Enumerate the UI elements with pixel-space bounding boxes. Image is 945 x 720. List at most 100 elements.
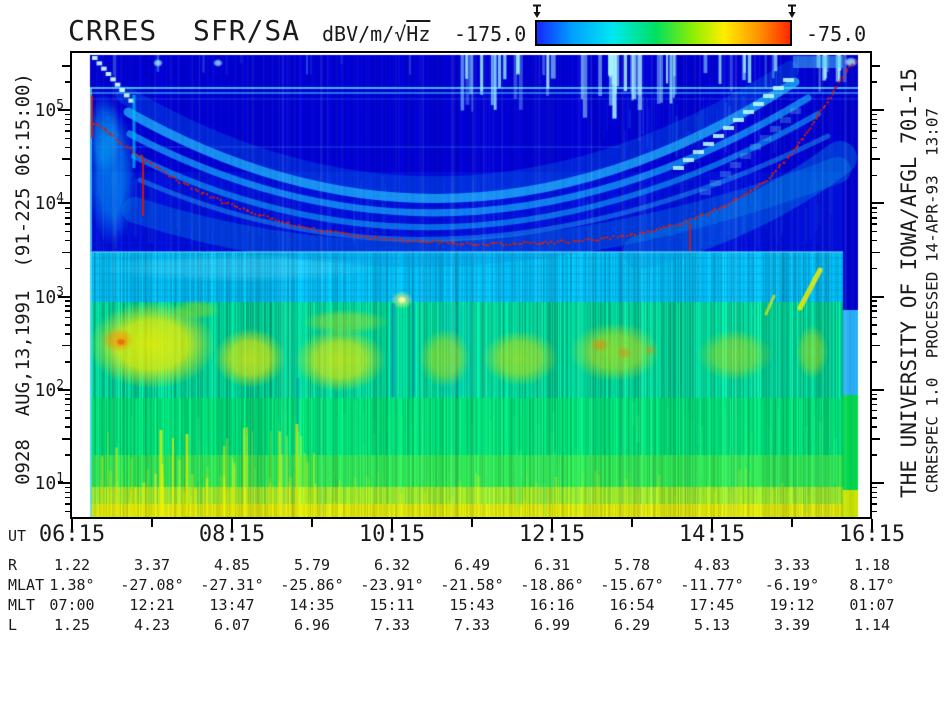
y-axis-tick-label: 103 [34, 284, 64, 308]
y-axis-minor-tick [65, 223, 70, 225]
ephemeris-value: 5.78 [613, 556, 651, 574]
y-axis-minor-tick [872, 324, 877, 326]
y-axis-minor-tick [65, 239, 70, 242]
y-axis-minor-tick [872, 417, 877, 419]
colorbar-units-label: dBV/m/√Hz [322, 22, 430, 46]
y-axis-minor-tick [65, 454, 70, 456]
y-axis-minor-tick [872, 486, 877, 489]
y-axis-tick-label: 104 [34, 191, 64, 215]
y-axis-minor-tick [65, 130, 70, 132]
ephemeris-value: -18.86° [520, 576, 584, 594]
units-prefix: dBV/m/ [322, 22, 395, 46]
y-axis-minor-tick [872, 211, 877, 214]
y-axis-minor-tick [872, 310, 877, 312]
ephemeris-value: 1.38° [49, 576, 95, 594]
credit-university-label: THE UNIVERSITY OF IOWA/AFGL 701-15 [897, 68, 921, 498]
y-axis-minor-tick [872, 174, 877, 177]
ephemeris-value: 4.83 [693, 556, 731, 574]
ephemeris-value: 4.85 [213, 556, 251, 574]
y-axis-minor-tick [65, 305, 70, 307]
y-axis-minor-tick [872, 137, 877, 140]
ephemeris-value: -21.58° [440, 576, 504, 594]
units-radicand: Hz [406, 22, 431, 46]
ephemeris-value: 6.49 [453, 556, 491, 574]
ephemeris-value: 15:43 [449, 596, 495, 614]
y-axis-minor-tick [872, 81, 877, 83]
colorbar-range-marker-right-icon [788, 4, 796, 18]
y-axis-tick-label: 101 [34, 471, 64, 494]
ephemeris-value: 1.14 [853, 616, 891, 634]
ephemeris-value: 6.31 [533, 556, 571, 574]
y-axis-minor-tick [872, 239, 877, 242]
x-axis-tick [71, 519, 73, 531]
y-axis-minor-tick [62, 344, 70, 347]
x-axis-tick-label: 06:15 [38, 522, 106, 547]
x-axis-tick [711, 519, 713, 531]
x-axis-tick-label: 08:15 [198, 522, 266, 547]
spectrogram-canvas [72, 53, 870, 517]
ephemeris-value: -27.31° [200, 576, 264, 594]
y-axis-minor-tick [62, 438, 70, 440]
y-axis-minor-tick [65, 491, 70, 494]
y-axis-major-tick [58, 295, 70, 298]
ephemeris-value: -11.77° [680, 576, 744, 594]
y-axis-minor-tick [65, 403, 70, 406]
y-axis-minor-tick [872, 491, 877, 494]
radical-sign: √ [394, 22, 407, 46]
ephemeris-value: 12:21 [129, 596, 175, 614]
y-axis-minor-tick [65, 361, 70, 363]
ephemeris-value: 13:47 [209, 596, 255, 614]
y-axis-minor-tick [65, 146, 70, 149]
x-axis-tick [311, 519, 313, 527]
ephemeris-value: 3.33 [773, 556, 811, 574]
y-axis-minor-tick [65, 174, 70, 177]
y-axis-minor-tick [872, 496, 877, 499]
colorbar-max-label: -75.0 [806, 22, 867, 46]
y-axis-minor-tick [65, 300, 70, 302]
ephemeris-row-label: L [8, 616, 18, 634]
ephemeris-row-label: R [8, 556, 18, 574]
y-axis-minor-tick [872, 510, 877, 513]
ephemeris-value: 6.29 [613, 616, 651, 634]
ephemeris-value: 8.17° [849, 576, 895, 594]
y-axis-major-tick [58, 482, 70, 484]
y-axis-minor-tick [65, 81, 70, 83]
ephemeris-value: 07:00 [49, 596, 95, 614]
y-axis-minor-tick [872, 438, 880, 440]
ephemeris-value: -27.08° [120, 576, 184, 594]
ephemeris-value: 1.18 [853, 556, 891, 574]
y-axis-minor-tick [872, 361, 877, 363]
y-axis-minor-tick [65, 503, 70, 505]
ephemeris-value: 3.37 [133, 556, 171, 574]
y-axis-minor-tick [872, 251, 880, 253]
x-axis-tick [391, 519, 393, 531]
ephemeris-value: 01:07 [849, 596, 895, 614]
x-axis-tick [551, 519, 553, 531]
y-axis-minor-tick [872, 454, 877, 456]
x-axis-tick [791, 519, 793, 527]
y-axis-minor-tick [65, 324, 70, 326]
y-axis-major-tick [872, 295, 884, 298]
ephemeris-value: -23.91° [360, 576, 424, 594]
y-axis-minor-tick [65, 398, 70, 400]
y-axis-tick-label: 102 [34, 377, 64, 401]
y-axis-minor-tick [872, 130, 877, 132]
ephemeris-value: 5.79 [293, 556, 331, 574]
x-axis-tick [871, 519, 873, 531]
y-axis-major-tick [872, 202, 884, 205]
y-axis-minor-tick [872, 333, 877, 335]
y-axis-minor-tick [65, 137, 70, 140]
y-axis-minor-tick [872, 300, 877, 302]
ephemeris-value: 1.25 [53, 616, 91, 634]
colorbar-min-label: -175.0 [454, 22, 527, 46]
y-axis-major-tick [872, 482, 884, 484]
y-axis-minor-tick [65, 123, 70, 126]
ephemeris-value: 17:45 [689, 596, 735, 614]
ephemeris-value: -6.19° [764, 576, 820, 594]
y-axis-major-tick [58, 202, 70, 205]
colorbar-range-marker-left-icon [533, 4, 541, 18]
ephemeris-value: -15.67° [600, 576, 664, 594]
y-axis-minor-tick [872, 65, 880, 67]
x-axis-tick-label: 10:15 [358, 522, 426, 547]
y-axis-minor-tick [65, 217, 70, 219]
